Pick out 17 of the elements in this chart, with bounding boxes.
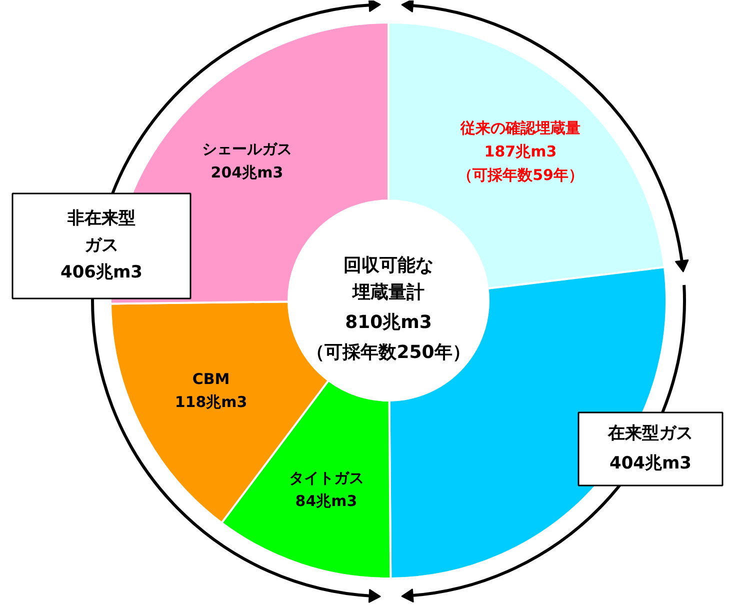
text: 埋蔵量計	[352, 282, 424, 303]
text: 810兆m3	[345, 312, 432, 333]
data-label: 84兆m3	[295, 492, 358, 510]
data-label: 187兆m3 （可採年数59年）	[458, 142, 584, 184]
text: 非在来型	[66, 208, 136, 228]
text: （可採年数250年）	[306, 342, 470, 363]
slice-label: タイトガス	[288, 468, 364, 487]
data-label: 118兆m3	[174, 393, 248, 412]
slice-label: CBM	[192, 370, 230, 388]
text: 406兆m3	[60, 262, 143, 282]
text: ガス	[84, 236, 118, 256]
text: 在来型ガス	[607, 424, 693, 444]
data-label: 204兆m3	[210, 163, 284, 182]
text: 404兆m3	[609, 454, 692, 474]
slice-label: 従来の確認埋蔵量	[460, 119, 581, 138]
text: 回収可能な	[344, 255, 434, 276]
slice-label: シェールガス	[202, 140, 292, 158]
